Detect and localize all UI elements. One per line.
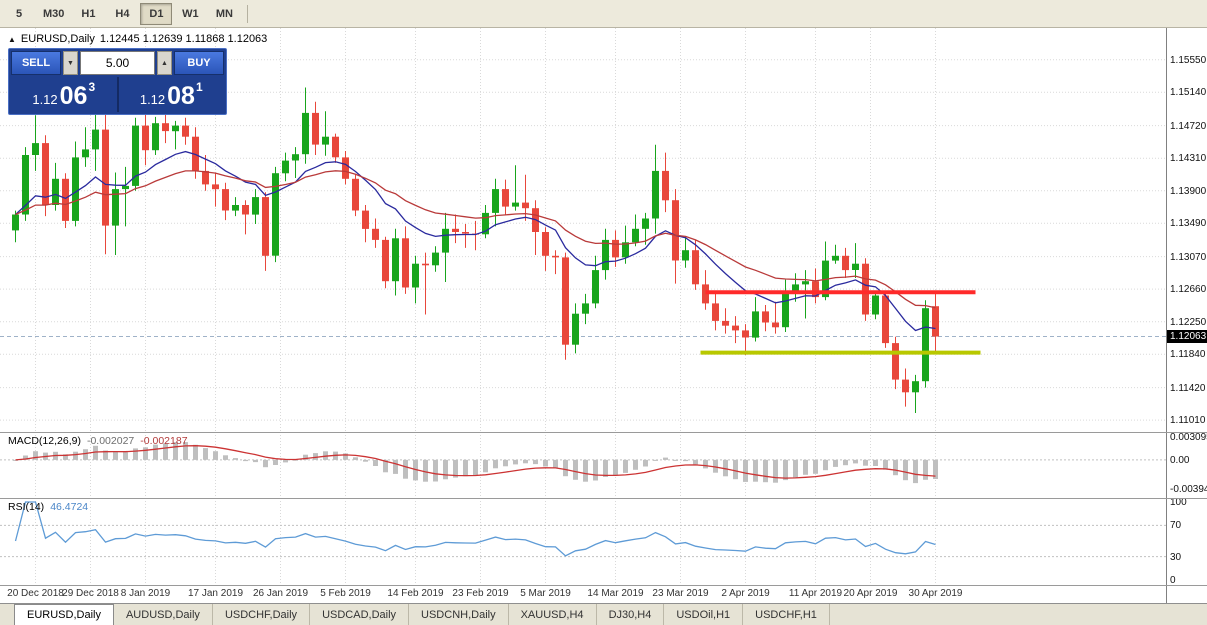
chart-tab-eurusd-daily[interactable]: EURUSD,Daily: [14, 604, 114, 625]
macd-title-line: MACD(12,26,9) -0.002027 -0.002187: [8, 435, 188, 447]
rsi-chart[interactable]: [0, 498, 1166, 585]
price-axis-label: 1.11840: [1170, 349, 1206, 361]
rsi-line: [14, 501, 936, 557]
candlestick-chart[interactable]: [0, 28, 1166, 432]
tf-button-w1[interactable]: W1: [182, 7, 199, 20]
volume-decrease-button[interactable]: ▼: [63, 51, 78, 75]
macd-indicator-label: MACD(12,26,9): [8, 435, 81, 447]
arrow-up-icon: ▲: [161, 59, 168, 67]
chart-region[interactable]: ▲ EURUSD,Daily 1.12445 1.12639 1.11868 1…: [0, 28, 1166, 432]
chart-tab-usdchf-h1[interactable]: USDCHF,H1: [743, 604, 830, 625]
rsi-pane-separator[interactable]: [0, 498, 1207, 499]
date-axis-label: 17 Jan 2019: [187, 588, 244, 599]
ask-price-pips: 08: [167, 82, 195, 110]
date-axis-label: 30 Apr 2019: [908, 588, 963, 599]
buy-button[interactable]: BUY: [174, 51, 224, 75]
tf-button-5[interactable]: 5: [15, 7, 23, 20]
date-axis-label: 26 Jan 2019: [252, 588, 309, 599]
price-axis[interactable]: 1.12063 1.15550 1.15140 1.14720 1.14310 1.13…: [1166, 28, 1207, 603]
ema-fast-line: [15, 150, 936, 332]
price-axis-label: 1.11010: [1170, 415, 1206, 427]
date-axis-label: 14 Mar 2019: [587, 588, 644, 599]
chart-tab-bar: EURUSD,Daily AUDUSD,Daily USDCHF,Daily USDC…: [0, 603, 1207, 625]
macd-pane[interactable]: MACD(12,26,9) -0.002027 -0.002187: [0, 432, 1166, 498]
date-axis-separator: [0, 585, 1207, 586]
rsi-value: 46.4724: [50, 501, 89, 513]
date-axis-label: 20 Apr 2019: [843, 588, 898, 599]
price-axis-label: 1.15550: [1170, 54, 1207, 66]
price-axis-label: 1.11420: [1170, 382, 1206, 394]
chart-tab-dj30-h4[interactable]: DJ30,H4: [597, 604, 665, 625]
tf-button-mn[interactable]: MN: [215, 7, 233, 20]
tf-button-d1[interactable]: D1: [140, 2, 173, 25]
date-axis-label: 29 Dec 2018: [62, 588, 119, 599]
rsi-axis-label: 70: [1170, 520, 1182, 532]
ema-slow-line: [15, 170, 936, 309]
price-axis-label: 1.13900: [1170, 185, 1207, 197]
date-axis-label: 2 Apr 2019: [721, 588, 770, 599]
price-axis-label: 1.15140: [1170, 87, 1207, 99]
price-axis-label: 1.13070: [1170, 251, 1207, 263]
chart-symbol-label: EURUSD,Daily: [20, 33, 95, 45]
date-axis-label: 11 Apr 2019: [788, 588, 843, 599]
volume-input[interactable]: [80, 51, 155, 75]
rsi-axis-label: 100: [1170, 497, 1187, 508]
current-price-marker: 1.12063: [1167, 329, 1207, 343]
rsi-indicator-label: RSI(14): [8, 501, 45, 513]
one-click-trade-panel: SELL ▼ ▲ BUY 1.12 06 3 1.12 08 1: [8, 48, 227, 115]
rsi-pane[interactable]: RSI(14) 46.4724: [0, 498, 1166, 585]
bid-price-figure: 1.12: [32, 92, 58, 107]
chart-tab-usdchf-daily[interactable]: USDCHF,Daily: [213, 604, 311, 625]
chart-title-line: ▲ EURUSD,Daily 1.12445 1.12639 1.11868 1…: [8, 33, 267, 45]
macd-axis-label: 0.003095: [1170, 432, 1207, 444]
date-axis-label: 5 Mar 2019: [520, 588, 571, 599]
price-axis-label: 1.12660: [1170, 284, 1207, 296]
date-axis-label: 23 Mar 2019: [652, 588, 709, 599]
toolbar-separator: [247, 4, 249, 23]
macd-signal-value: -0.002187: [140, 435, 188, 447]
bid-price[interactable]: 1.12 06 3: [11, 77, 117, 112]
rsi-title-line: RSI(14) 46.4724: [8, 501, 88, 513]
macd-main-value: -0.002027: [86, 435, 135, 447]
date-axis-label: 20 Dec 2018: [7, 588, 64, 599]
one-click-collapse-icon[interactable]: ▲: [8, 34, 16, 44]
bid-price-point: 3: [88, 80, 96, 94]
arrow-down-icon: ▼: [67, 59, 74, 67]
macd-chart[interactable]: [0, 432, 1166, 498]
timeframe-toolbar: 5 M30 H1 H4 D1 W1 MN: [0, 0, 1207, 28]
volume-increase-button[interactable]: ▲: [157, 51, 172, 75]
tf-button-h1[interactable]: H1: [81, 7, 96, 20]
sell-button[interactable]: SELL: [11, 51, 61, 75]
price-axis-label: 1.14720: [1170, 120, 1207, 132]
chart-tab-usdcnh-daily[interactable]: USDCNH,Daily: [409, 604, 509, 625]
ask-price-figure: 1.12: [139, 92, 166, 107]
macd-pane-separator[interactable]: [0, 432, 1207, 433]
date-axis-label: 23 Feb 2019: [452, 588, 509, 599]
tf-button-m30[interactable]: M30: [43, 7, 65, 20]
chart-tab-xauusd-h4[interactable]: XAUUSD,H4: [509, 604, 597, 625]
price-divider: [116, 77, 119, 112]
date-axis-label: 5 Feb 2019: [320, 588, 371, 599]
date-axis[interactable]: 20 Dec 2018 29 Dec 2018 8 Jan 2019 17 Jan 2…: [0, 585, 1166, 603]
price-axis-label: 1.14310: [1170, 153, 1207, 165]
chart-tab-audusd-daily[interactable]: AUDUSD,Daily: [114, 604, 213, 625]
rsi-axis-label: 30: [1170, 551, 1182, 563]
chart-tab-usdoil-h1[interactable]: USDOil,H1: [664, 604, 744, 625]
date-axis-label: 8 Jan 2019: [120, 588, 171, 599]
macd-axis-label: 0.00: [1170, 454, 1190, 466]
rsi-axis-label: 0: [1170, 575, 1176, 586]
ask-price-point: 1: [195, 80, 203, 94]
chart-tab-usdcad-daily[interactable]: USDCAD,Daily: [310, 604, 410, 625]
date-axis-label: 14 Feb 2019: [387, 588, 444, 599]
ask-price[interactable]: 1.12 08 1: [119, 77, 225, 112]
price-axis-label: 1.12250: [1170, 316, 1207, 328]
tf-button-h4[interactable]: H4: [115, 7, 130, 20]
price-axis-label: 1.13490: [1170, 218, 1207, 230]
chart-ohlc-values: 1.12445 1.12639 1.11868 1.12063: [99, 33, 268, 45]
macd-axis-label: -0.00394: [1170, 483, 1207, 495]
bid-price-pips: 06: [59, 82, 88, 110]
macd-signal-line: [15, 445, 936, 479]
